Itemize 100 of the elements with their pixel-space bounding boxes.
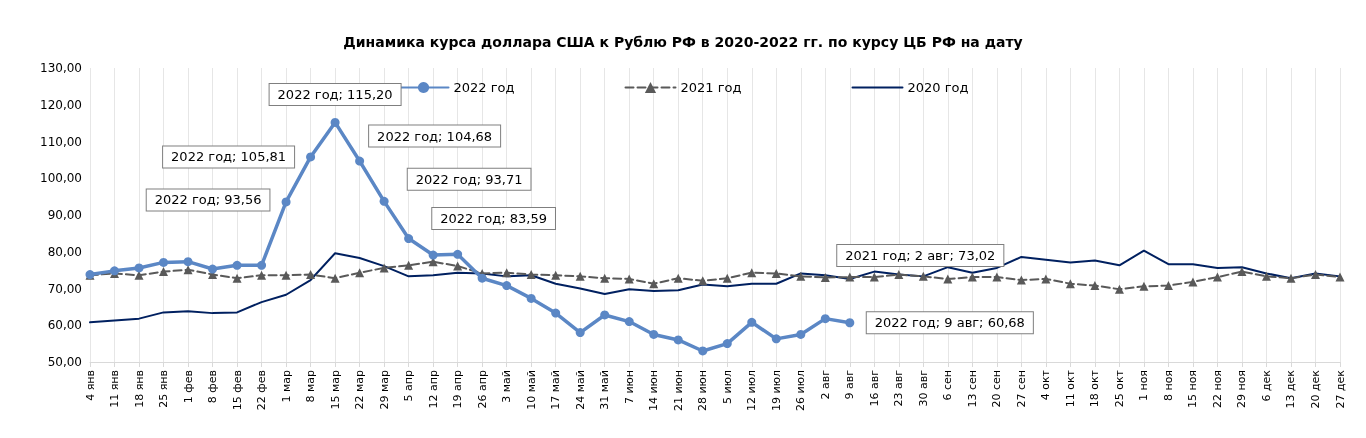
x-tick-label: 25 окт: [1112, 369, 1126, 408]
point: [159, 257, 169, 267]
x-tick-label: 4 янв: [83, 370, 97, 401]
point: [796, 329, 806, 339]
point: [257, 260, 267, 270]
point: [232, 273, 242, 283]
x-tick-label: 22 фев: [255, 370, 269, 411]
x-tick-label: 16 авг: [867, 369, 881, 407]
x-tick-label: 25 янв: [157, 370, 171, 408]
x-tick-label: 1 мар: [279, 370, 293, 403]
x-tick-label: 6 сен: [941, 370, 955, 401]
point: [1310, 270, 1320, 280]
annotation: 2022 год; 93,56: [154, 192, 262, 208]
legend-label: 2020 год: [907, 80, 969, 95]
x-tick-label: 22 мар: [353, 369, 367, 410]
point: [526, 293, 536, 303]
point: [600, 310, 610, 320]
y-tick-label: 50,00: [47, 355, 82, 369]
annotation: 2022 год; 83,59: [440, 211, 547, 227]
point: [404, 234, 414, 244]
x-tick-label: 27 дек: [1333, 369, 1347, 409]
x-tick-label: 2 авг: [818, 369, 832, 400]
chart-title: Динамика курса доллара США к Рублю РФ в 2020-2022 гг. по курсу ЦБ РФ на дату: [343, 34, 1023, 50]
point: [183, 265, 193, 275]
x-tick-label: 22 ноя: [1210, 370, 1224, 409]
x-tick-label: 18 янв: [132, 370, 146, 408]
point: [257, 270, 267, 280]
x-tick-label: 30 авг: [916, 369, 930, 407]
point: [722, 273, 732, 283]
x-tick-label: 13 сен: [965, 370, 979, 408]
annotation: 2021 год; 2 авг; 73,02: [845, 247, 996, 263]
point: [232, 260, 242, 270]
point: [330, 273, 340, 283]
point: [673, 335, 683, 345]
x-tick-label: 5 июл: [720, 370, 734, 404]
point: [1286, 273, 1296, 283]
x-tick-label: 3 май: [500, 370, 514, 403]
point: [404, 260, 414, 270]
point: [845, 318, 855, 328]
annotation: 2022 год; 93,71: [415, 171, 523, 187]
x-tick-label: 14 июн: [647, 370, 661, 412]
y-tick-label: 100,00: [40, 171, 82, 186]
point: [918, 271, 928, 281]
point: [159, 267, 169, 277]
point: [575, 271, 585, 281]
point: [600, 273, 610, 283]
x-tick-label: 31 май: [598, 370, 612, 410]
annotation: 2022 год; 9 авг; 60,68: [874, 315, 1025, 331]
point: [306, 270, 316, 280]
x-tick-label: 23 авг: [892, 369, 906, 407]
point: [845, 272, 855, 282]
point: [208, 264, 218, 274]
point: [894, 270, 904, 280]
point: [1163, 281, 1173, 291]
point: [1261, 271, 1271, 281]
point: [1065, 279, 1075, 289]
x-tick-label: 26 апр: [475, 370, 489, 409]
x-tick-label: 10 май: [524, 370, 538, 410]
point: [1016, 275, 1026, 285]
point: [453, 261, 463, 271]
point: [355, 268, 365, 278]
x-tick-label: 17 май: [549, 370, 563, 410]
point: [869, 272, 879, 282]
x-tick-label: 20 дек: [1308, 369, 1322, 409]
x-tick-label: 11 янв: [108, 370, 122, 408]
point: [575, 328, 585, 338]
y-tick-label: 130,00: [40, 61, 82, 75]
annotation: 2022 год; 104,68: [377, 128, 493, 144]
x-tick-label: 4 окт: [1039, 369, 1053, 401]
point: [1212, 272, 1222, 282]
x-tick-label: 9 авг: [843, 369, 857, 400]
point: [183, 257, 193, 267]
point: [1237, 267, 1247, 277]
x-tick-label: 13 дек: [1284, 369, 1298, 409]
point: [1139, 281, 1149, 291]
annotation: 2022 год; 115,20: [277, 86, 393, 102]
point: [551, 308, 561, 318]
point: [1114, 284, 1124, 294]
point: [551, 270, 561, 280]
point: [698, 346, 708, 356]
y-tick-label: 120,00: [40, 97, 82, 112]
x-tick-label: 15 ноя: [1186, 370, 1200, 409]
point: [992, 272, 1002, 282]
legend-label: 2022 год: [453, 80, 515, 95]
point: [1335, 272, 1345, 282]
legend-label: 2021 год: [680, 80, 742, 95]
point: [134, 263, 144, 273]
x-tick-label: 15 фев: [230, 370, 244, 411]
point: [281, 270, 291, 280]
point: [820, 272, 830, 282]
x-tick-label: 26 июл: [794, 370, 808, 411]
point: [453, 249, 463, 259]
x-tick-label: 8 фев: [206, 370, 220, 404]
x-tick-label: 27 сен: [1014, 370, 1028, 408]
x-tick-label: 15 мар: [328, 369, 342, 410]
point: [330, 117, 340, 127]
annotation: 2022 год; 105,81: [171, 149, 287, 165]
y-tick-label: 80,00: [47, 244, 82, 259]
point: [306, 152, 316, 162]
x-tick-label: 24 май: [573, 370, 587, 410]
